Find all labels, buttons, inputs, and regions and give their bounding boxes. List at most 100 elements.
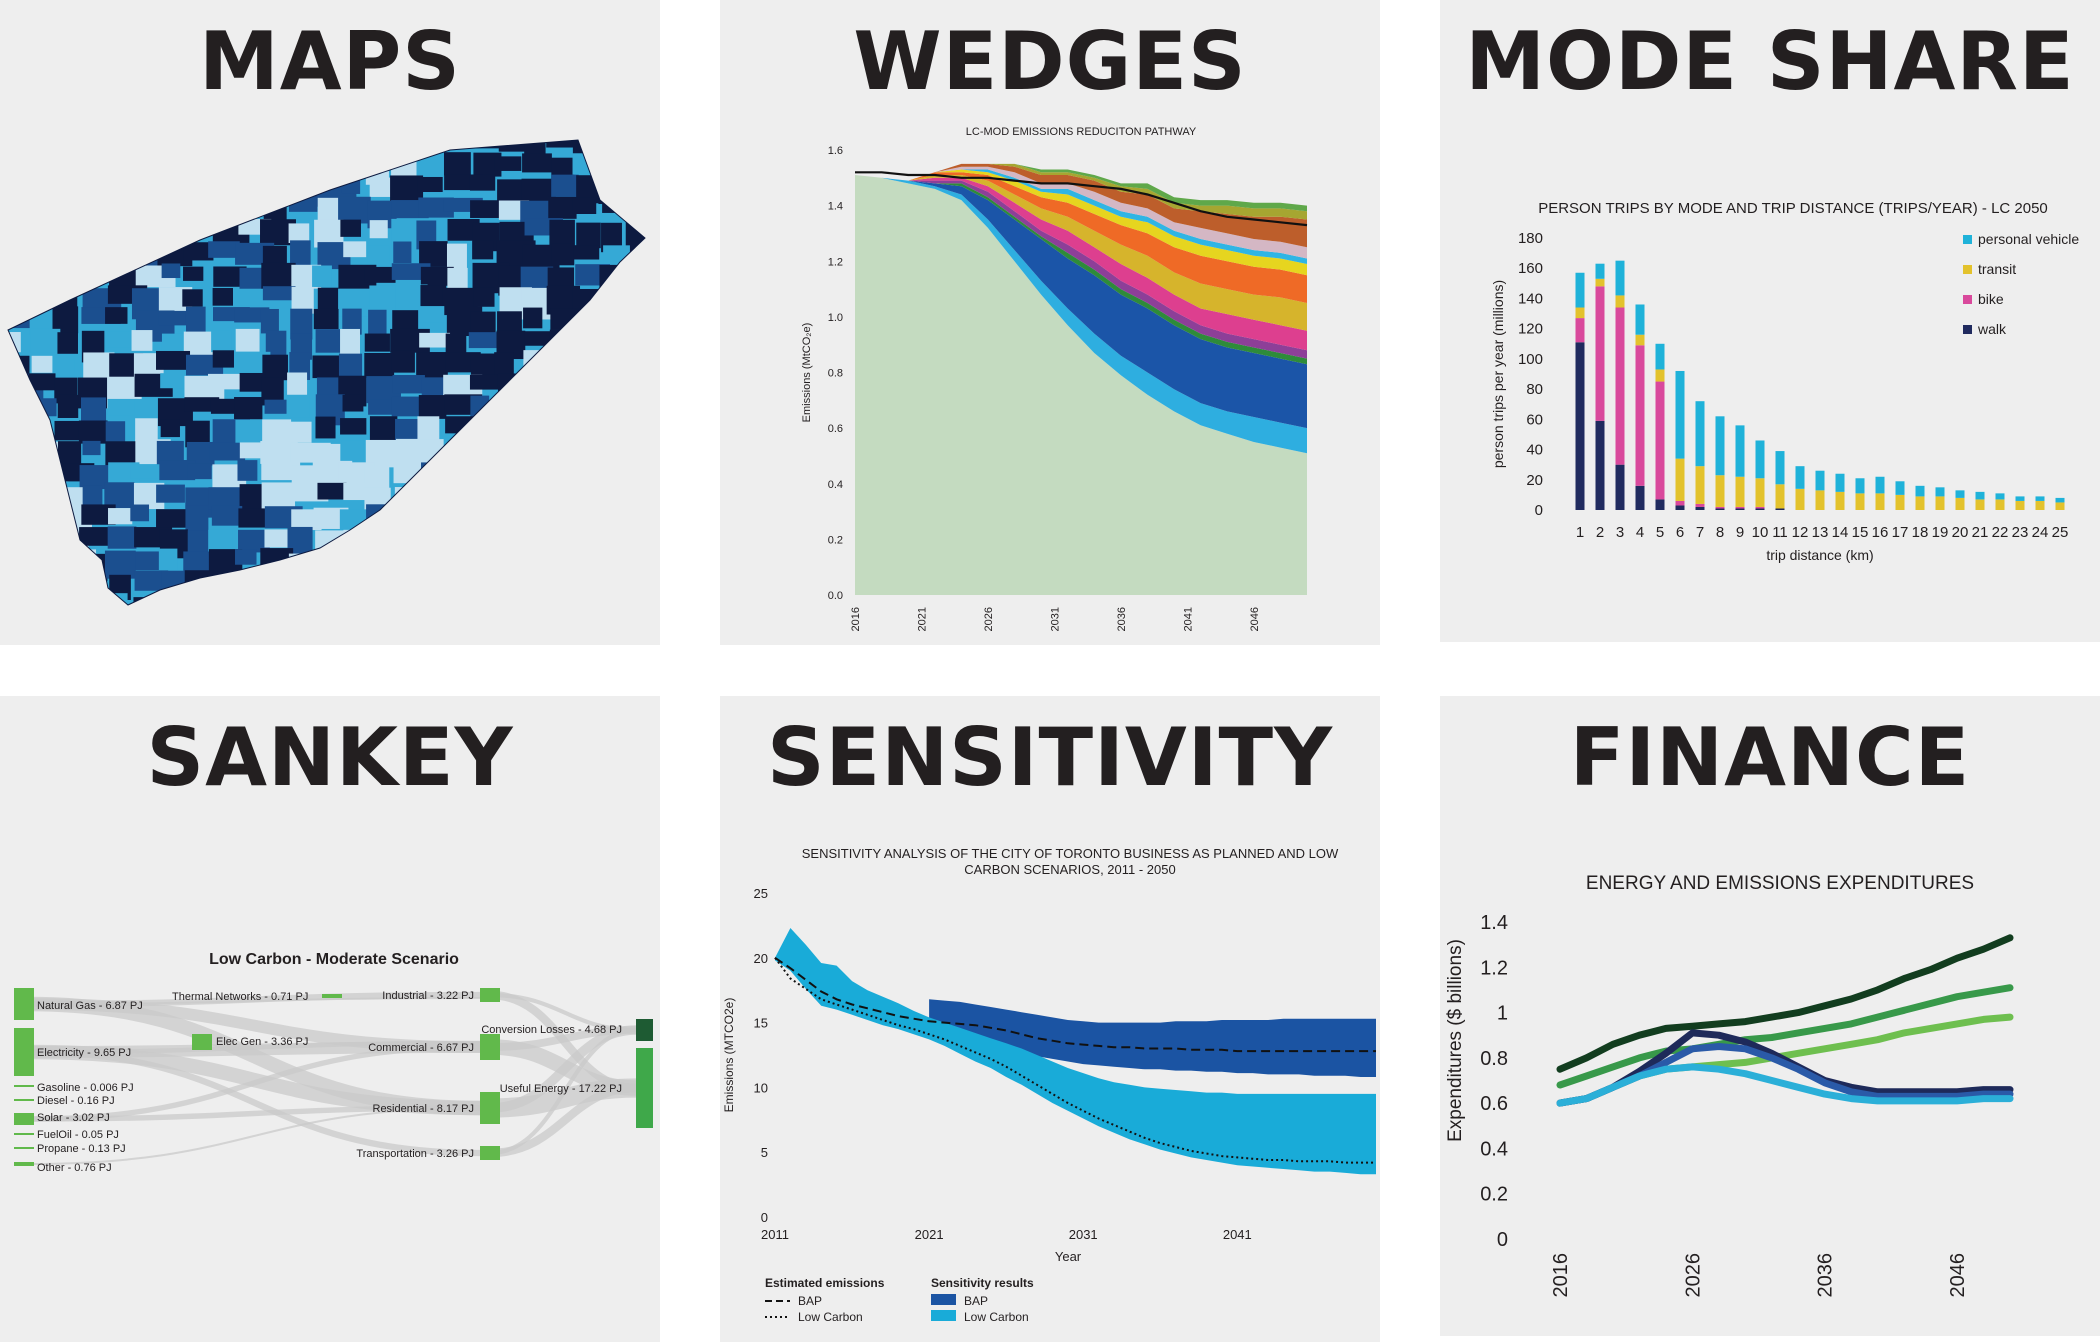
wedges-xtick: 2041	[1182, 607, 1194, 631]
map-tract	[238, 508, 267, 528]
map-tract	[183, 177, 213, 197]
map-tract	[260, 618, 294, 635]
map-tract	[57, 332, 78, 354]
map-tract	[8, 528, 38, 555]
map-tract	[57, 592, 94, 605]
map-tract	[599, 440, 625, 464]
sensitivity-title-line: CARBON SCENARIOS, 2011 - 2050	[964, 862, 1175, 877]
sensitivity-ylabel: Emissions (MTCO2e)	[722, 998, 736, 1113]
mode-bar-segment	[1695, 506, 1705, 510]
map-tract	[26, 530, 53, 554]
mode-bar-segment	[1735, 425, 1745, 477]
map-tract	[158, 310, 193, 326]
map-tract	[499, 482, 518, 511]
map-tract	[29, 505, 69, 536]
map-tract	[550, 592, 576, 605]
map-tract	[339, 140, 368, 154]
mode-ytick: 100	[1518, 351, 1543, 368]
sensitivity-legend-label: Low Carbon	[964, 1310, 1029, 1324]
map-tract	[184, 397, 220, 412]
mode-bar-segment	[1635, 485, 1645, 510]
map-tract	[468, 571, 496, 597]
finance-ytick: 1	[1497, 1003, 1508, 1025]
mode-bar-segment	[1795, 488, 1805, 510]
map-tract	[468, 420, 508, 438]
map-tract	[208, 373, 245, 390]
map-tract	[369, 177, 396, 197]
wedges-area	[855, 175, 1307, 429]
map-tract	[473, 530, 514, 560]
map-tract	[8, 241, 35, 260]
map-tract	[653, 420, 660, 436]
mode-bar-segment	[1975, 491, 1985, 500]
map-tract	[421, 529, 442, 560]
mode-bar-segment	[1935, 496, 1945, 510]
wedges-ytick: 1.2	[828, 256, 843, 268]
mode-xtick: 2	[1596, 524, 1604, 541]
map-tract	[343, 593, 372, 605]
map-tract	[105, 307, 128, 324]
map-tract	[210, 619, 238, 634]
map-tract	[546, 548, 574, 568]
sensitivity-ytick: 25	[754, 886, 768, 901]
mode-bar-segment	[1575, 307, 1585, 319]
mode-bar-segment	[1755, 506, 1765, 509]
sankey-output-label: Conversion Losses - 4.68 PJ	[481, 1024, 622, 1036]
map-tract	[135, 199, 160, 214]
mode-bar-segment	[1715, 506, 1725, 509]
map-tract	[624, 417, 645, 441]
map-tract	[418, 140, 437, 152]
map-tract	[131, 330, 153, 351]
wedges-area	[855, 175, 1307, 595]
map-tract	[470, 200, 505, 218]
map-tract	[652, 199, 660, 230]
finance-ytick: 0.2	[1480, 1184, 1508, 1206]
mode-bar-segment	[1675, 370, 1685, 459]
map-tract	[366, 573, 397, 593]
mode-bar-segment	[1995, 499, 2005, 510]
map-tract	[625, 350, 645, 381]
map-tract	[367, 245, 390, 266]
sensitivity-legend-title: Sensitivity results	[931, 1276, 1034, 1290]
map-tract	[314, 140, 341, 155]
map-tract	[624, 289, 645, 309]
map-tract	[182, 289, 203, 307]
mode-bar-segment	[1595, 286, 1605, 421]
map-tract	[8, 417, 36, 445]
sensitivity-xtick: 2031	[1069, 1227, 1098, 1242]
map-tract	[417, 416, 440, 440]
map-tract	[600, 485, 626, 504]
mode-bar-segment	[1855, 478, 1865, 494]
map-tract	[261, 262, 296, 291]
sankey-middle-node	[322, 994, 342, 998]
sensitivity-panel: SENSITIVITY SENSITIVITY ANALYSIS OF THE …	[720, 696, 1380, 1342]
map-tract	[104, 550, 136, 579]
map-tract	[161, 263, 181, 279]
map-tract	[286, 394, 310, 418]
map-tract	[135, 620, 166, 635]
mode-bar-segment	[1675, 505, 1685, 510]
mode-bar-segment	[1815, 470, 1825, 491]
map-tract	[599, 264, 621, 295]
sankey-output-node	[636, 1048, 653, 1128]
map-tract	[28, 152, 61, 172]
sankey-middle-label: Thermal Networks - 0.71 PJ	[172, 991, 308, 1003]
map-tract	[601, 530, 621, 552]
map-tract	[261, 574, 297, 604]
map-tract	[523, 350, 561, 375]
map-tract	[652, 308, 660, 331]
map-tract	[261, 176, 283, 193]
sankey-sector-node	[480, 1092, 500, 1124]
map-tract	[134, 154, 164, 186]
map-tract	[104, 482, 135, 508]
map-tract	[394, 506, 435, 529]
map-tract	[261, 461, 301, 481]
mode-xtick: 14	[1832, 524, 1849, 541]
mode-bar-segment	[1915, 485, 1925, 497]
map-tract	[572, 197, 597, 214]
map-tract	[81, 504, 116, 525]
map-tract	[364, 333, 390, 352]
mode-bar-segment	[1895, 494, 1905, 510]
sensitivity-title-line: SENSITIVITY ANALYSIS OF THE CITY OF TORO…	[802, 846, 1339, 861]
map-tract	[182, 140, 213, 155]
